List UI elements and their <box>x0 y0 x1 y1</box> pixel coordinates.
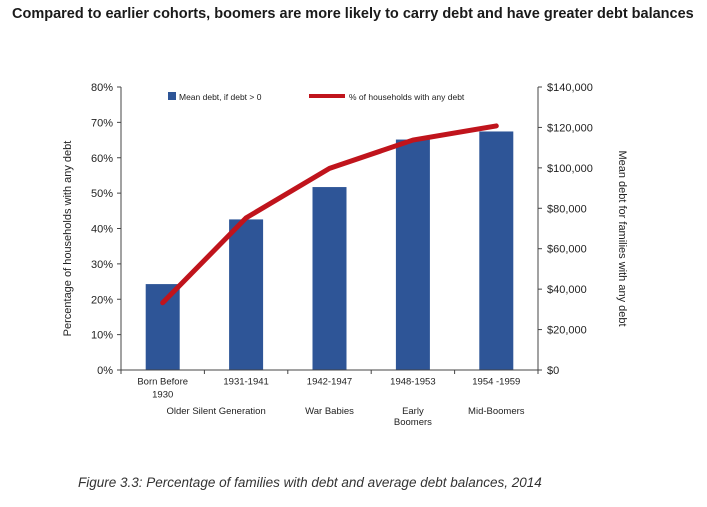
labels-layer: 0% 10% 20% 30% 40% 50% 60% 70% 80% $0 $20,000 $40,0… <box>62 82 628 428</box>
generation-label: Boomers <box>394 417 432 428</box>
debt-chart: 0% 10% 20% 30% 40% 50% 60% 70% 80% $0 $20,000 $40,0… <box>62 82 628 428</box>
category-label: 1930 <box>152 390 173 401</box>
left-tick-label: 50% <box>91 188 113 200</box>
legend-line-label: % of households with any debt <box>349 92 465 102</box>
debt-bar <box>229 219 264 370</box>
left-tick-label: 0% <box>97 365 113 377</box>
right-tick-label: $100,000 <box>547 163 593 175</box>
generation-label: War Babies <box>305 406 354 417</box>
right-tick-label: $140,000 <box>547 82 593 94</box>
category-label: Born Before <box>137 377 188 388</box>
line-layer <box>160 123 499 306</box>
right-tick-label: $20,000 <box>547 325 587 337</box>
category-label: 1942-1947 <box>307 377 352 388</box>
left-tick-label: 30% <box>91 259 113 271</box>
right-tick-label: $80,000 <box>547 203 587 215</box>
legend-bar-swatch <box>168 92 176 100</box>
debt-bar <box>395 139 430 370</box>
left-tick-label: 40% <box>91 224 113 236</box>
generation-label: Early <box>402 406 424 417</box>
right-tick-label: $60,000 <box>547 244 587 256</box>
right-tick-label: $0 <box>547 365 559 377</box>
right-axis-title: Mean debt for families with any debt <box>616 150 628 326</box>
right-tick-label: $40,000 <box>547 284 587 296</box>
right-tick-label: $120,000 <box>547 122 593 134</box>
left-tick-label: 20% <box>91 294 113 306</box>
generation-label: Mid-Boomers <box>468 406 525 417</box>
left-tick-label: 70% <box>91 117 113 129</box>
debt-bar <box>145 284 180 370</box>
debt-bar <box>479 131 514 370</box>
category-label: 1931-1941 <box>223 377 268 388</box>
category-label: 1948-1953 <box>390 377 435 388</box>
left-tick-label: 10% <box>91 330 113 342</box>
generation-label: Older Silent Generation <box>166 406 265 417</box>
left-axis-title: Percentage of households with any debt <box>62 141 74 337</box>
legend: Mean debt, if debt > 0 % of households wi… <box>168 92 465 102</box>
axes-layer <box>117 86 542 374</box>
bars-layer <box>145 131 514 370</box>
figure-caption: Figure 3.3: Percentage of families with … <box>78 475 542 490</box>
category-label: 1954 -1959 <box>472 377 520 388</box>
chart-title: Compared to earlier cohorts, boomers are… <box>12 6 694 22</box>
left-tick-label: 80% <box>91 82 113 94</box>
left-tick-label: 60% <box>91 153 113 165</box>
legend-bar-label: Mean debt, if debt > 0 <box>179 92 262 102</box>
debt-bar <box>312 187 347 370</box>
